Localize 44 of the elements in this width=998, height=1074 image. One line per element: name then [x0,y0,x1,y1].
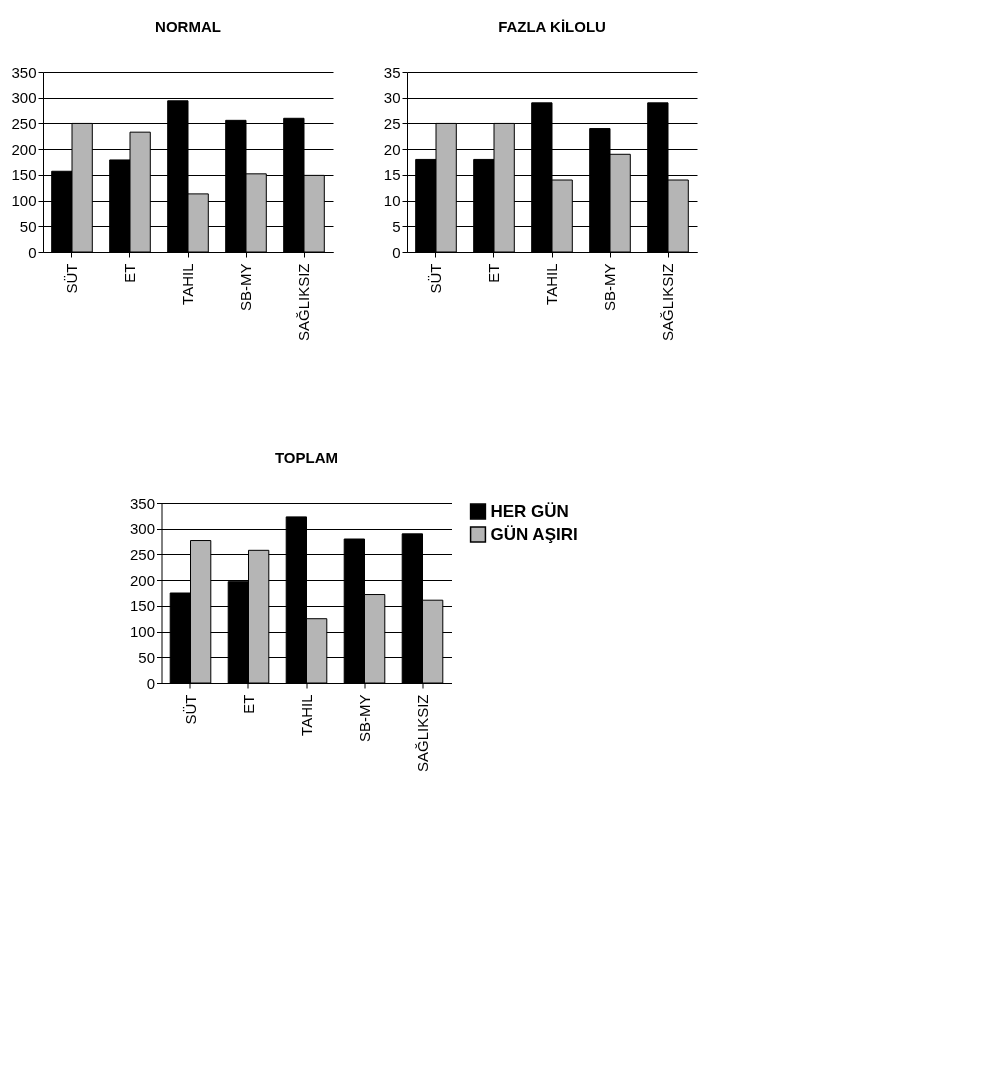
x-tick-label: SB-MY [237,263,254,312]
y-tick-label: 200 [11,140,37,158]
y-tick-label: 250 [11,114,37,132]
y-tick-label: 150 [11,166,37,184]
y-tick-label: 200 [129,571,155,589]
chart-title: FAZLA KİLOLU [498,18,606,35]
y-tick-label: 350 [129,494,155,512]
y-tick-label: 30 [383,89,401,107]
y-tick-label: 300 [11,89,37,107]
legend-label: HER GÜN [490,501,569,521]
x-tick-label: TAHIL [179,263,196,305]
y-tick-label: 300 [129,520,155,538]
x-tick-label: ET [239,694,257,714]
x-tick-label: SAĞLIKSIZ [295,263,312,342]
y-tick-label: 350 [11,63,37,81]
y-tick-label: 5 [392,217,401,235]
y-tick-label: 20 [383,140,401,158]
y-tick-label: 100 [11,192,37,210]
x-tick-label: SB-MY [355,694,373,743]
x-tick-label: SAĞLIKSIZ [413,694,431,773]
y-tick-label: 100 [129,623,155,641]
y-tick-label: 15 [383,166,401,184]
chart-title: NORMAL [155,18,221,35]
y-tick-label: 0 [28,243,37,261]
legend-label: GÜN AŞIRI [490,524,578,544]
x-tick-label: TAHIL [297,694,315,736]
chart-title: TOPLAM [274,449,339,466]
x-tick-label: SAĞLIKSIZ [659,263,676,342]
x-tick-label: SÜT [181,694,199,725]
y-tick-label: 0 [146,674,155,692]
x-tick-label: ET [485,263,502,283]
x-tick-label: SÜT [63,263,80,294]
x-tick-label: SB-MY [601,263,618,312]
x-tick-label: SÜT [427,263,444,294]
x-tick-label: TAHIL [543,263,560,305]
y-tick-label: 10 [383,192,401,210]
y-tick-label: 0 [392,243,401,261]
y-tick-label: 50 [19,217,37,235]
x-tick-label: ET [121,263,138,283]
y-tick-label: 250 [129,545,155,563]
y-tick-label: 25 [383,114,401,132]
y-tick-label: 50 [138,648,155,666]
y-tick-label: 35 [383,63,401,81]
y-tick-label: 150 [129,597,155,615]
